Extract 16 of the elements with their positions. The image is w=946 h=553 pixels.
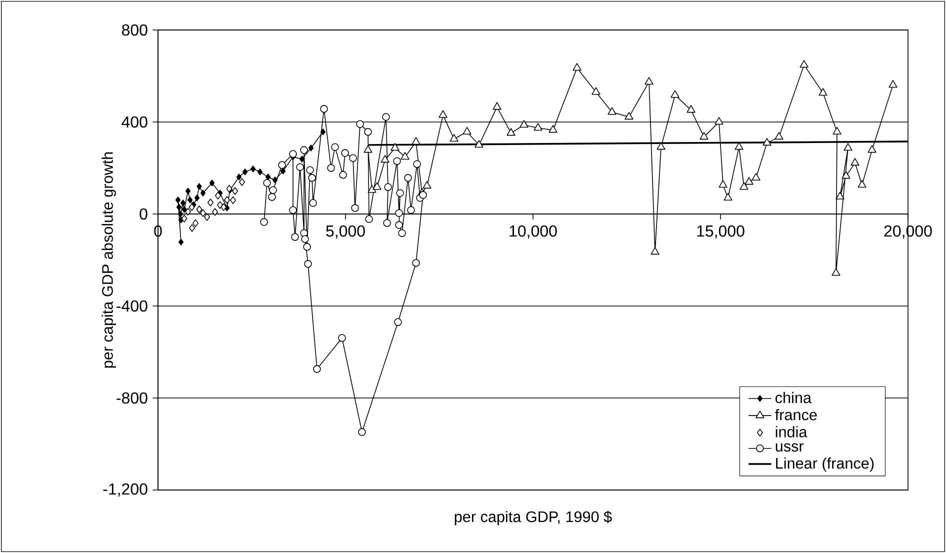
x-tick-label: 5,000 bbox=[326, 225, 365, 239]
legend-label: Linear (france) bbox=[776, 457, 874, 472]
y-tick-label: 800 bbox=[122, 24, 148, 36]
legend-label: india bbox=[776, 426, 808, 438]
x-axis-title: per capita GDP, 1990 $ bbox=[454, 510, 612, 526]
y-tick-label: 400 bbox=[122, 116, 148, 128]
x-tick-label: 15,000 bbox=[697, 225, 744, 239]
legend-label: china bbox=[776, 392, 812, 404]
y-tick-label: -1,200 bbox=[103, 483, 148, 497]
legend-label: france bbox=[775, 409, 817, 420]
x-tick-label: 10,000 bbox=[510, 225, 557, 239]
legend-label: ussr bbox=[776, 443, 804, 452]
y-tick-label: -800 bbox=[116, 392, 148, 404]
y-axis-title: per capita GDP absolute growth bbox=[102, 152, 116, 368]
y-tick-label: -400 bbox=[116, 300, 148, 312]
y-tick-label: 0 bbox=[140, 208, 148, 220]
